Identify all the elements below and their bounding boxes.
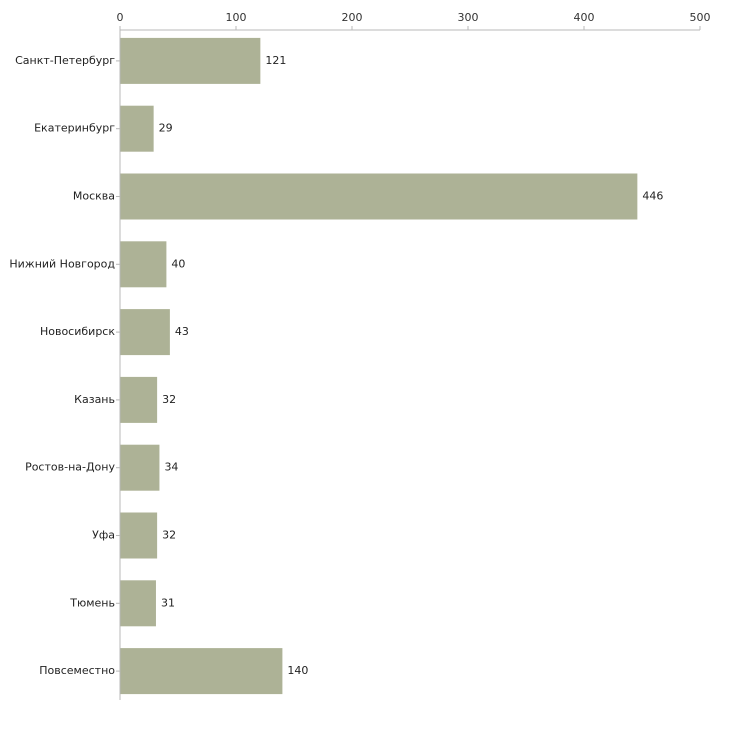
x-tick-label: 200	[342, 11, 363, 24]
category-label: Ростов-на-Дону	[25, 461, 115, 474]
bars: 121 29 446 40 43 32 34 32 31 140	[120, 37, 663, 695]
category-label: Казань	[74, 393, 115, 406]
category-label: Уфа	[92, 529, 115, 542]
value-label: 29	[159, 122, 173, 135]
category-label: Новосибирск	[40, 325, 115, 338]
x-axis: 0 100 200 300 400 500	[117, 11, 711, 31]
category-label: Москва	[73, 190, 115, 203]
category-label: Тюмень	[69, 596, 115, 609]
bar	[120, 37, 261, 84]
value-label: 140	[287, 664, 308, 677]
x-tick-label: 300	[458, 11, 479, 24]
value-label: 34	[164, 461, 178, 474]
bar	[120, 105, 154, 152]
value-label: 32	[162, 529, 176, 542]
category-label: Екатеринбург	[34, 122, 115, 135]
bar	[120, 173, 638, 220]
bar	[120, 376, 158, 423]
category-label: Повсеместно	[39, 664, 115, 677]
y-axis: Санкт-Петербург Екатеринбург Москва Нижний …	[9, 30, 121, 700]
bar	[120, 241, 167, 288]
x-tick-label: 0	[117, 11, 124, 24]
bar	[120, 444, 160, 491]
bar	[120, 580, 156, 627]
bar	[120, 512, 158, 559]
value-label: 121	[265, 54, 286, 67]
category-label: Нижний Новгород	[9, 257, 115, 270]
x-tick-label: 500	[690, 11, 711, 24]
category-label: Санкт-Петербург	[15, 54, 115, 67]
value-label: 31	[161, 596, 175, 609]
value-label: 32	[162, 393, 176, 406]
value-label: 43	[175, 325, 189, 338]
bar	[120, 309, 170, 356]
x-tick-label: 400	[574, 11, 595, 24]
bar	[120, 648, 283, 695]
x-tick-label: 100	[226, 11, 247, 24]
value-label: 40	[171, 257, 185, 270]
value-label: 446	[642, 190, 663, 203]
